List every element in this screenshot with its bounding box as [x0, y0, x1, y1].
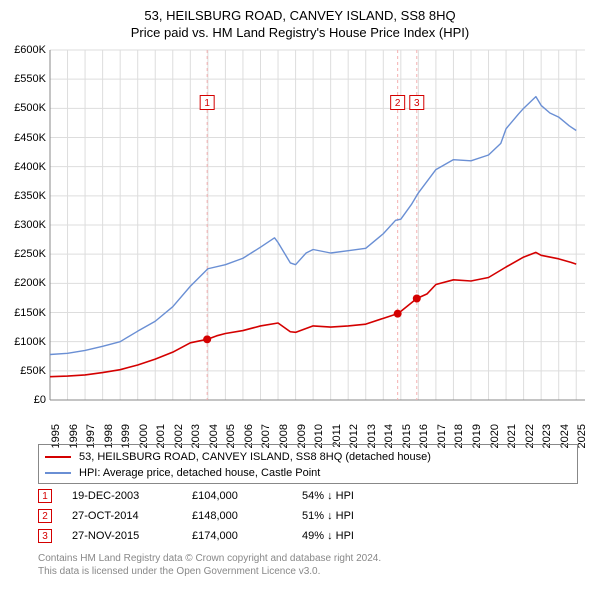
event-date-1: 19-DEC-2003: [72, 490, 192, 502]
svg-text:2: 2: [395, 98, 401, 109]
y-tick-label: £250K: [2, 248, 46, 260]
y-tick-label: £150K: [2, 307, 46, 319]
event-date-3: 27-NOV-2015: [72, 530, 192, 542]
event-row-1: 1 19-DEC-2003 £104,000 54% ↓ HPI: [38, 486, 412, 506]
legend-item-hpi: HPI: Average price, detached house, Cast…: [45, 465, 571, 481]
x-tick-label: 2025: [576, 424, 588, 448]
y-tick-label: £100K: [2, 336, 46, 348]
y-tick-label: £200K: [2, 277, 46, 289]
event-hpi-3: 49% ↓ HPI: [302, 530, 412, 542]
event-hpi-2: 51% ↓ HPI: [302, 510, 412, 522]
chart-svg: 1 2 3: [50, 50, 585, 400]
y-tick-label: £600K: [2, 44, 46, 56]
event-price-2: £148,000: [192, 510, 302, 522]
chart-title-address: 53, HEILSBURG ROAD, CANVEY ISLAND, SS8 8…: [0, 0, 600, 23]
svg-text:3: 3: [414, 98, 420, 109]
event-date-2: 27-OCT-2014: [72, 510, 192, 522]
event-hpi-1: 54% ↓ HPI: [302, 490, 412, 502]
events-table: 1 19-DEC-2003 £104,000 54% ↓ HPI 2 27-OC…: [38, 486, 412, 546]
y-tick-label: £0: [2, 394, 46, 406]
legend-label-hpi: HPI: Average price, detached house, Cast…: [79, 467, 320, 479]
event-price-3: £174,000: [192, 530, 302, 542]
legend-swatch-price: [45, 456, 71, 458]
legend-swatch-hpi: [45, 472, 71, 474]
y-tick-label: £500K: [2, 102, 46, 114]
chart-plot-area: 1 2 3: [50, 50, 585, 400]
chart-title-sub: Price paid vs. HM Land Registry's House …: [0, 23, 600, 40]
event-price-1: £104,000: [192, 490, 302, 502]
y-tick-label: £400K: [2, 161, 46, 173]
footer-attribution: Contains HM Land Registry data © Crown c…: [38, 552, 381, 578]
event-marker-1: 1: [38, 489, 52, 503]
y-tick-label: £450K: [2, 132, 46, 144]
y-tick-label: £50K: [2, 365, 46, 377]
legend-label-price: 53, HEILSBURG ROAD, CANVEY ISLAND, SS8 8…: [79, 451, 431, 463]
footer-line-1: Contains HM Land Registry data © Crown c…: [38, 552, 381, 565]
y-tick-label: £300K: [2, 219, 46, 231]
y-tick-label: £550K: [2, 73, 46, 85]
event-row-3: 3 27-NOV-2015 £174,000 49% ↓ HPI: [38, 526, 412, 546]
y-tick-label: £350K: [2, 190, 46, 202]
legend-box: 53, HEILSBURG ROAD, CANVEY ISLAND, SS8 8…: [38, 444, 578, 484]
footer-line-2: This data is licensed under the Open Gov…: [38, 565, 381, 578]
event-marker-3: 3: [38, 529, 52, 543]
event-row-2: 2 27-OCT-2014 £148,000 51% ↓ HPI: [38, 506, 412, 526]
event-marker-2: 2: [38, 509, 52, 523]
legend-item-price: 53, HEILSBURG ROAD, CANVEY ISLAND, SS8 8…: [45, 449, 571, 465]
svg-text:1: 1: [204, 98, 210, 109]
